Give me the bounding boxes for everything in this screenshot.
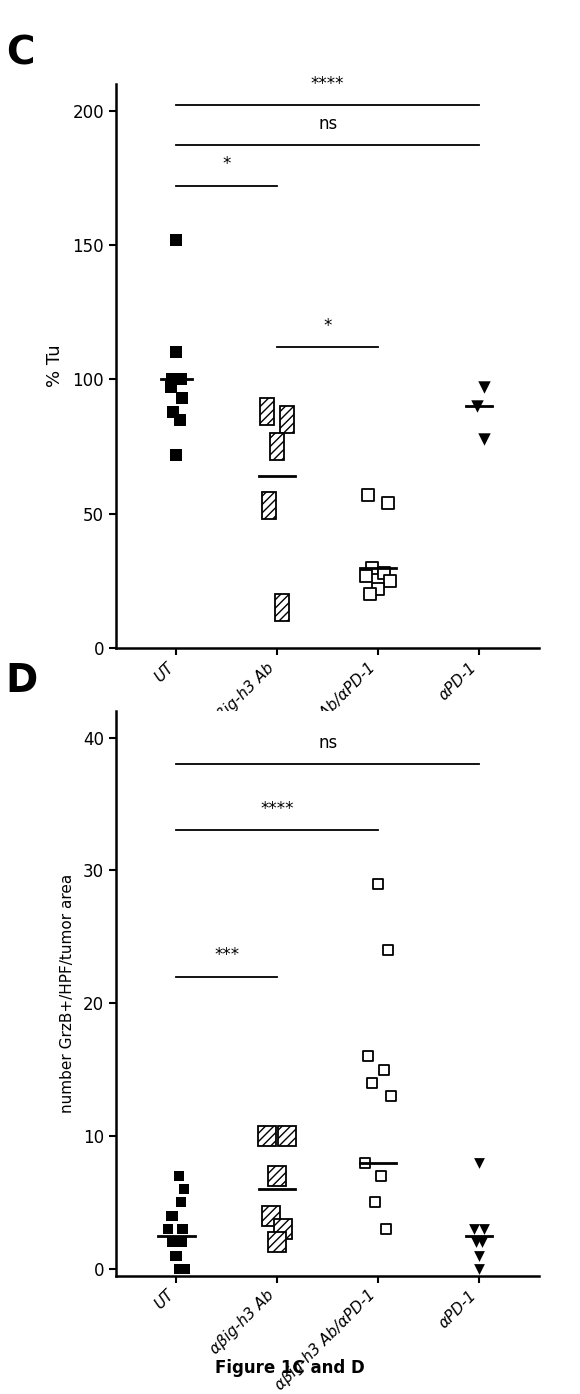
Point	[179, 1178, 188, 1200]
Point	[379, 1058, 389, 1080]
Point	[176, 368, 185, 390]
Point	[181, 1257, 190, 1280]
Point	[383, 940, 393, 962]
Point	[179, 1218, 188, 1241]
Y-axis label: % Tu: % Tu	[46, 344, 64, 388]
Point	[177, 1231, 187, 1253]
Point	[472, 395, 481, 417]
Point	[175, 408, 184, 431]
Bar	[262, 492, 276, 519]
Point	[168, 1231, 177, 1253]
Point	[364, 484, 373, 506]
Text: ****: ****	[311, 75, 345, 93]
Point	[479, 428, 488, 450]
Point	[371, 1192, 380, 1214]
Point	[168, 1231, 177, 1253]
Point	[383, 492, 393, 514]
Point	[365, 583, 375, 605]
Point	[168, 1231, 177, 1253]
Point	[171, 1245, 180, 1267]
Point	[364, 1046, 373, 1068]
Point	[168, 368, 177, 390]
Text: D: D	[6, 662, 38, 700]
Text: ****: ****	[260, 800, 294, 818]
Point	[172, 1245, 181, 1267]
Point	[477, 1231, 487, 1253]
Bar	[260, 399, 274, 425]
Point	[474, 1245, 484, 1267]
Point	[386, 570, 395, 592]
Point	[177, 1218, 187, 1241]
Bar	[268, 1232, 287, 1252]
Point	[163, 1218, 172, 1241]
Point	[379, 562, 389, 584]
Bar	[278, 1126, 296, 1146]
Bar	[268, 1165, 287, 1186]
Bar	[270, 434, 284, 460]
Point	[374, 873, 383, 895]
Point	[172, 342, 181, 364]
Y-axis label: number GrzB+/HPF/tumor area: number GrzB+/HPF/tumor area	[60, 874, 75, 1112]
Point	[169, 400, 178, 422]
Point	[168, 1204, 177, 1227]
Bar	[280, 406, 295, 434]
Bar	[262, 1206, 280, 1225]
Point	[376, 1165, 386, 1188]
Bar	[258, 1126, 276, 1146]
Point	[374, 579, 383, 601]
Point	[471, 1231, 480, 1253]
Bar	[276, 594, 289, 622]
Text: C: C	[6, 35, 34, 72]
Point	[177, 1257, 186, 1280]
Point	[177, 388, 186, 410]
Point	[172, 229, 181, 251]
Point	[174, 1165, 183, 1188]
Point	[479, 1218, 488, 1241]
Point	[367, 556, 376, 579]
Text: ns: ns	[318, 733, 338, 751]
Text: *: *	[223, 155, 231, 173]
Point	[479, 376, 488, 399]
Point	[167, 376, 176, 399]
Text: ***: ***	[215, 947, 240, 965]
Point	[171, 1231, 180, 1253]
Point	[474, 1151, 484, 1174]
Point	[469, 1218, 478, 1241]
Point	[382, 1218, 391, 1241]
Point	[173, 1245, 182, 1267]
Point	[367, 1072, 376, 1094]
Text: *: *	[324, 316, 332, 335]
Point	[474, 1257, 484, 1280]
Point	[360, 1151, 369, 1174]
Text: ns: ns	[318, 116, 338, 132]
Point	[386, 1085, 396, 1107]
Point	[172, 443, 181, 466]
Point	[177, 1192, 186, 1214]
Point	[167, 1204, 176, 1227]
Text: Figure 1C and D: Figure 1C and D	[215, 1359, 365, 1377]
Bar	[274, 1218, 292, 1239]
Point	[361, 565, 371, 587]
Point	[174, 1257, 183, 1280]
